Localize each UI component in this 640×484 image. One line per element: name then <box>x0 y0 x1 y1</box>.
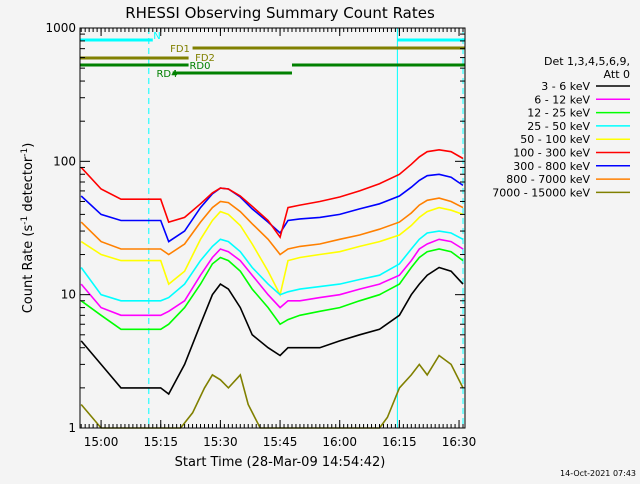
axes: 15:00 15:15 15:30 15:45 16:00 16:15 16:30 1 10 10… <box>45 21 476 449</box>
state-bar-label: FD2 <box>195 53 215 64</box>
legend-title-line2: Att 0 <box>604 68 630 81</box>
state-bar-label: RD4 <box>156 69 177 80</box>
series-line <box>80 197 464 256</box>
y-axis-label-exponent: -1 <box>20 148 30 157</box>
legend-entry-label: 800 - 7000 keV <box>506 173 590 186</box>
series-line <box>80 248 464 331</box>
state-bar-label: RD0 <box>189 61 210 72</box>
x-tick-label: 16:30 <box>442 435 477 449</box>
x-tick-label: 15:00 <box>84 435 119 449</box>
series-line <box>80 238 464 317</box>
series-line <box>80 148 464 240</box>
series-line <box>80 230 464 302</box>
chart-title: RHESSI Observing Summary Count Rates <box>125 4 435 22</box>
series-line <box>80 173 464 243</box>
y-tick-label: 1 <box>68 421 76 435</box>
vertical-markers <box>148 28 464 428</box>
y-axis-label-part: ) <box>21 143 36 148</box>
legend-entry-label: 7000 - 15000 keV <box>492 186 590 199</box>
y-axis-label-exponent: -1 <box>20 216 30 225</box>
legend-entry-label: 6 - 12 keV <box>534 93 590 106</box>
x-tick-label: 16:00 <box>322 435 357 449</box>
x-axis-label: Start Time (28-Mar-09 14:54:42) <box>175 455 386 470</box>
series-lines <box>80 148 464 429</box>
series-line <box>80 354 464 429</box>
svg-text:Count Rate (s-1 detector-1): Count Rate (s-1 detector-1) <box>20 143 36 314</box>
legend-entry-label: 100 - 300 keV <box>513 147 590 160</box>
x-tick-label: 16:15 <box>382 435 417 449</box>
legend-title-line1: Det 1,3,4,5,6,9, <box>544 55 630 68</box>
y-axis-label-part: detector <box>21 156 36 216</box>
series-line <box>80 266 464 396</box>
x-tick-label: 15:15 <box>143 435 178 449</box>
legend-entry-label: 50 - 100 keV <box>520 133 590 146</box>
x-tick-label: 15:45 <box>263 435 298 449</box>
legend-entry-label: 3 - 6 keV <box>541 80 590 93</box>
footer-timestamp: 14-Oct-2021 07:43 <box>560 469 636 478</box>
x-tick-label: 15:30 <box>203 435 238 449</box>
legend-entry-label: 25 - 50 keV <box>527 120 590 133</box>
legend-entry-label: 12 - 25 keV <box>527 107 590 120</box>
state-bar-label: FD1 <box>170 44 190 55</box>
state-bar-label: N <box>153 31 160 42</box>
y-axis-label: Count Rate (s-1 detector-1) <box>20 143 36 314</box>
series-line <box>80 206 464 298</box>
y-tick-label: 10 <box>61 288 76 302</box>
y-tick-label: 100 <box>53 154 76 168</box>
y-axis-label-part: Count Rate (s <box>21 225 36 314</box>
y-tick-label: 1000 <box>45 21 76 35</box>
legend-entry-label: 300 - 800 keV <box>513 160 590 173</box>
